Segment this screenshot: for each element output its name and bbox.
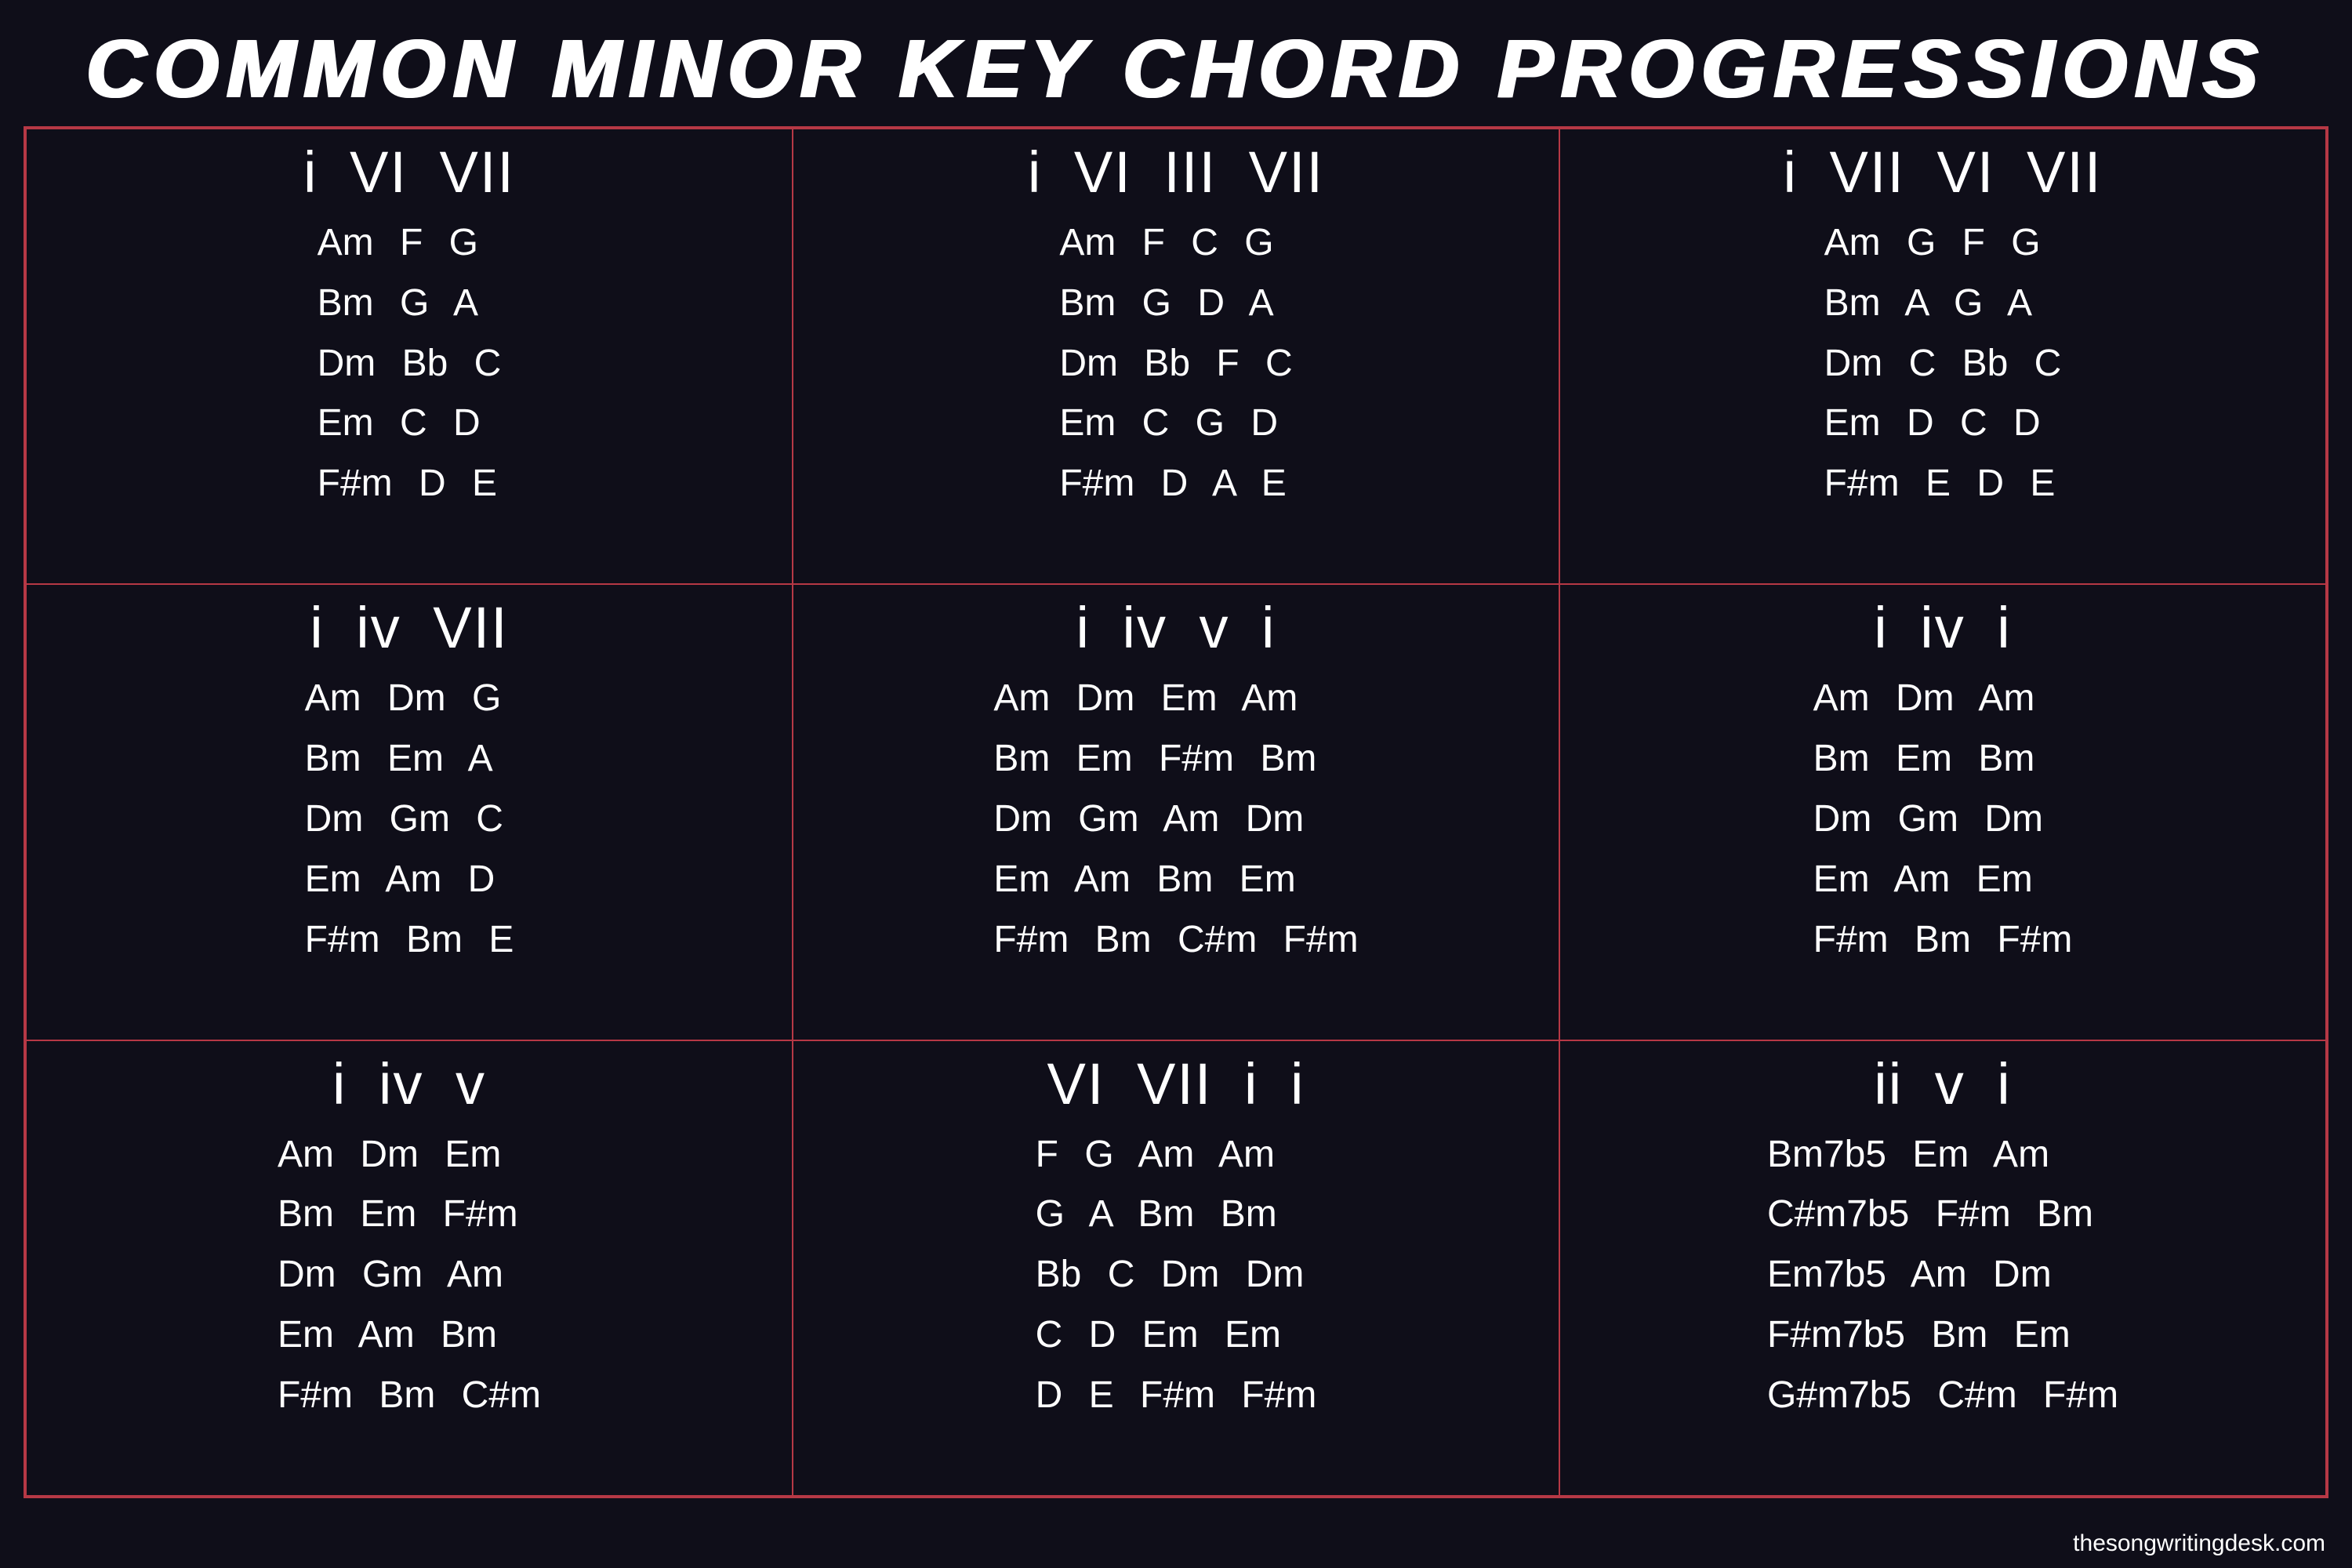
chord-line: Bm Em F#m [278, 1185, 518, 1245]
roman-numerals: i VI VII [303, 139, 515, 205]
chord-line: Em C G D [1059, 394, 1278, 454]
chord-line: C#m7b5 F#m Bm [1767, 1185, 2093, 1245]
chord-line: Dm Gm Am [278, 1245, 503, 1305]
chord-line: Am G F G [1824, 213, 2041, 274]
chord-line: Bm Em Bm [1813, 729, 2035, 789]
grid-cell: i VI III VII Am F C G Bm G D A Dm Bb F C… [793, 129, 1559, 584]
chord-line: F#m D E [318, 454, 497, 514]
chord-lines: Am Dm Em Bm Em F#m Dm Gm Am Em Am Bm F#m… [278, 1125, 541, 1426]
chord-line: F#m7b5 Bm Em [1767, 1305, 2071, 1366]
chord-line: D E F#m F#m [1036, 1366, 1317, 1426]
grid-cell: i iv v i Am Dm Em Am Bm Em F#m Bm Dm Gm … [793, 584, 1559, 1040]
grid-cell: i VI VII Am F G Bm G A Dm Bb C Em C D F#… [26, 129, 793, 584]
chord-line: F#m D A E [1059, 454, 1286, 514]
chord-line: F#m E D E [1824, 454, 2056, 514]
chord-line: Dm Gm C [305, 789, 503, 850]
chord-line: C D Em Em [1036, 1305, 1281, 1366]
chord-lines: Am Dm Em Am Bm Em F#m Bm Dm Gm Am Dm Em … [993, 669, 1358, 970]
chord-lines: Am Dm Am Bm Em Bm Dm Gm Dm Em Am Em F#m … [1813, 669, 2073, 970]
chord-line: Am Dm G [305, 669, 502, 729]
chord-line: Dm Gm Dm [1813, 789, 2043, 850]
roman-numerals: i VII VI VII [1784, 139, 2103, 205]
chord-line: Em7b5 Am Dm [1767, 1245, 2052, 1305]
chord-line: Bm A G A [1824, 274, 2032, 334]
page-title: COMMON MINOR KEY CHORD PROGRESSIONS [0, 0, 2352, 126]
chord-line: F#m Bm C#m F#m [993, 910, 1358, 971]
chord-line: Am Dm Am [1813, 669, 2035, 729]
chord-line: Em C D [318, 394, 481, 454]
chord-line: Bm G A [318, 274, 478, 334]
chord-line: Bm7b5 Em Am [1767, 1125, 2049, 1185]
roman-numerals: VI VII i i [1047, 1051, 1305, 1117]
grid-cell: i iv i Am Dm Am Bm Em Bm Dm Gm Dm Em Am … [1559, 584, 2326, 1040]
grid-cell: VI VII i i F G Am Am G A Bm Bm Bb C Dm D… [793, 1040, 1559, 1496]
chord-line: F#m Bm E [305, 910, 514, 971]
chord-line: Bb C Dm Dm [1036, 1245, 1305, 1305]
chord-lines: Am G F G Bm A G A Dm C Bb C Em D C D F#m… [1824, 213, 2062, 514]
chord-line: Am F G [318, 213, 478, 274]
chord-line: Dm C Bb C [1824, 334, 2062, 394]
chord-line: Em D C D [1824, 394, 2041, 454]
chord-line: G A Bm Bm [1036, 1185, 1277, 1245]
roman-numerals: i VI III VII [1028, 139, 1324, 205]
roman-numerals: i iv VII [310, 594, 508, 661]
chord-line: Em Am Bm Em [993, 850, 1295, 910]
chord-line: Em Am D [305, 850, 495, 910]
credit-text: thesongwritingdesk.com [2073, 1530, 2325, 1557]
chord-line: Em Am Bm [278, 1305, 497, 1366]
grid-cell: i iv VII Am Dm G Bm Em A Dm Gm C Em Am D… [26, 584, 793, 1040]
roman-numerals: i iv v i [1076, 594, 1276, 661]
chord-line: Bm Em F#m Bm [993, 729, 1316, 789]
chord-line: F#m Bm F#m [1813, 910, 2073, 971]
chord-line: Dm Gm Am Dm [993, 789, 1304, 850]
chord-line: F G Am Am [1036, 1125, 1275, 1185]
grid-cell: i VII VI VII Am G F G Bm A G A Dm C Bb C… [1559, 129, 2326, 584]
chord-line: Bm G D A [1059, 274, 1273, 334]
progression-grid: i VI VII Am F G Bm G A Dm Bb C Em C D F#… [24, 126, 2328, 1498]
chord-line: Dm Bb C [318, 334, 502, 394]
grid-cell: i iv v Am Dm Em Bm Em F#m Dm Gm Am Em Am… [26, 1040, 793, 1496]
chord-lines: Am Dm G Bm Em A Dm Gm C Em Am D F#m Bm E [305, 669, 514, 970]
roman-numerals: i iv i [1874, 594, 2011, 661]
chord-lines: Am F G Bm G A Dm Bb C Em C D F#m D E [318, 213, 502, 514]
grid-cell: ii v i Bm7b5 Em Am C#m7b5 F#m Bm Em7b5 A… [1559, 1040, 2326, 1496]
chord-lines: Bm7b5 Em Am C#m7b5 F#m Bm Em7b5 Am Dm F#… [1767, 1125, 2118, 1426]
chord-line: Dm Bb F C [1059, 334, 1292, 394]
chord-line: G#m7b5 C#m F#m [1767, 1366, 2118, 1426]
chord-line: Am F C G [1059, 213, 1273, 274]
chord-lines: Am F C G Bm G D A Dm Bb F C Em C G D F#m… [1059, 213, 1292, 514]
chord-lines: F G Am Am G A Bm Bm Bb C Dm Dm C D Em Em… [1036, 1125, 1317, 1426]
roman-numerals: ii v i [1874, 1051, 2011, 1117]
roman-numerals: i iv v [332, 1051, 486, 1117]
chord-line: F#m Bm C#m [278, 1366, 541, 1426]
chord-line: Am Dm Em [278, 1125, 501, 1185]
chord-line: Bm Em A [305, 729, 493, 789]
chord-line: Em Am Em [1813, 850, 2033, 910]
chord-line: Am Dm Em Am [993, 669, 1298, 729]
